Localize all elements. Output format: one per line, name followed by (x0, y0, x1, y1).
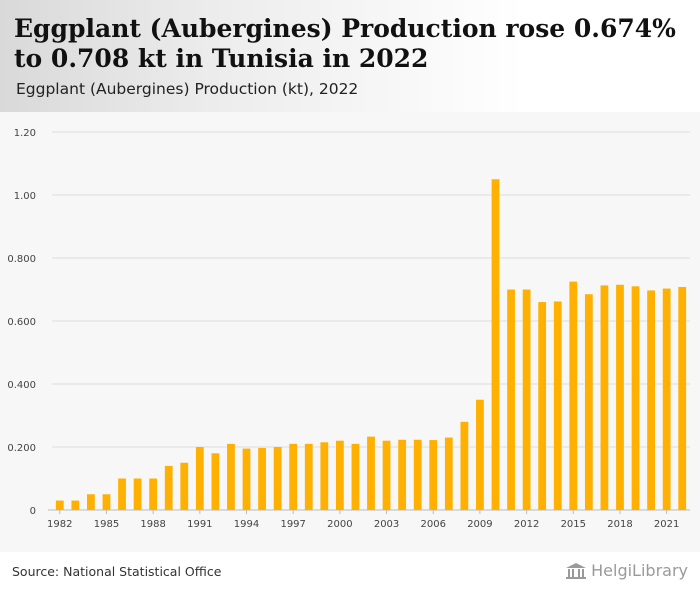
x-tick-label: 1982 (47, 519, 72, 530)
bar (460, 421, 469, 510)
y-tick-label: 0 (30, 506, 36, 517)
header-band: Eggplant (Aubergines) Production rose 0.… (0, 0, 700, 112)
bar (569, 281, 578, 510)
bar (662, 288, 671, 510)
bar (476, 399, 484, 510)
bar (164, 465, 173, 510)
y-tick-label: 1.00 (14, 191, 36, 202)
bar (398, 439, 407, 510)
x-tick-label: 1991 (187, 519, 212, 530)
bar (258, 447, 266, 510)
bar (631, 286, 640, 510)
bar (413, 439, 422, 510)
bar (444, 437, 453, 510)
x-tick-label: 2009 (467, 519, 492, 530)
bar (304, 443, 313, 510)
y-tick-label: 0.200 (7, 443, 36, 454)
bar (289, 443, 298, 510)
bar (242, 448, 251, 510)
bar (133, 478, 142, 510)
bar (227, 443, 235, 510)
bar (273, 447, 282, 510)
bar (647, 290, 655, 510)
bar (71, 500, 80, 510)
x-tick-label: 2006 (421, 519, 446, 530)
chart-title: Eggplant (Aubergines) Production rose 0.… (14, 14, 676, 73)
x-tick-label: 1988 (140, 519, 165, 530)
x-tick-label: 2015 (561, 519, 586, 530)
bar (678, 286, 687, 510)
bar (211, 453, 220, 510)
bar (87, 494, 95, 510)
bar (55, 500, 64, 510)
plot-area (0, 112, 700, 552)
x-tick-label: 1985 (94, 519, 119, 530)
bar (584, 294, 593, 510)
x-tick-label: 2000 (327, 519, 352, 530)
bar-chart: 0 0.200 0.400 0.600 0.800 1.00 1.20 1982 1985 198… (7, 128, 690, 530)
bar (553, 301, 562, 510)
bar (195, 447, 204, 510)
bar (491, 179, 500, 510)
brand-name: HelgiLibrary (591, 561, 688, 580)
bar (320, 442, 329, 510)
x-tick-label: 1997 (280, 519, 305, 530)
chart-subtitle: Eggplant (Aubergines) Production (kt), 2… (16, 80, 359, 98)
bar (600, 285, 609, 510)
x-tick-label: 2018 (607, 519, 632, 530)
bar (616, 284, 624, 510)
brand-logo: HelgiLibrary (565, 561, 688, 580)
bar (538, 302, 547, 510)
y-tick-label: 0.400 (7, 380, 36, 391)
bar (335, 440, 344, 510)
y-tick-label: 0.600 (7, 317, 36, 328)
x-tick-label: 1994 (234, 519, 259, 530)
bar (180, 462, 189, 510)
x-tick-label: 2003 (374, 519, 399, 530)
bar (102, 494, 111, 510)
source-note: Source: National Statistical Office (12, 564, 222, 579)
bar (507, 289, 515, 510)
x-tick-label: 2021 (654, 519, 679, 530)
bar (429, 440, 438, 510)
y-tick-label: 1.20 (14, 128, 36, 139)
bar (522, 289, 531, 510)
x-tick-label: 2012 (514, 519, 539, 530)
bar (351, 443, 360, 510)
bar (367, 436, 375, 510)
bar (382, 440, 391, 510)
y-tick-label: 0.800 (7, 254, 36, 265)
bar (149, 478, 158, 510)
bar (118, 478, 126, 510)
library-building-icon (566, 562, 587, 579)
